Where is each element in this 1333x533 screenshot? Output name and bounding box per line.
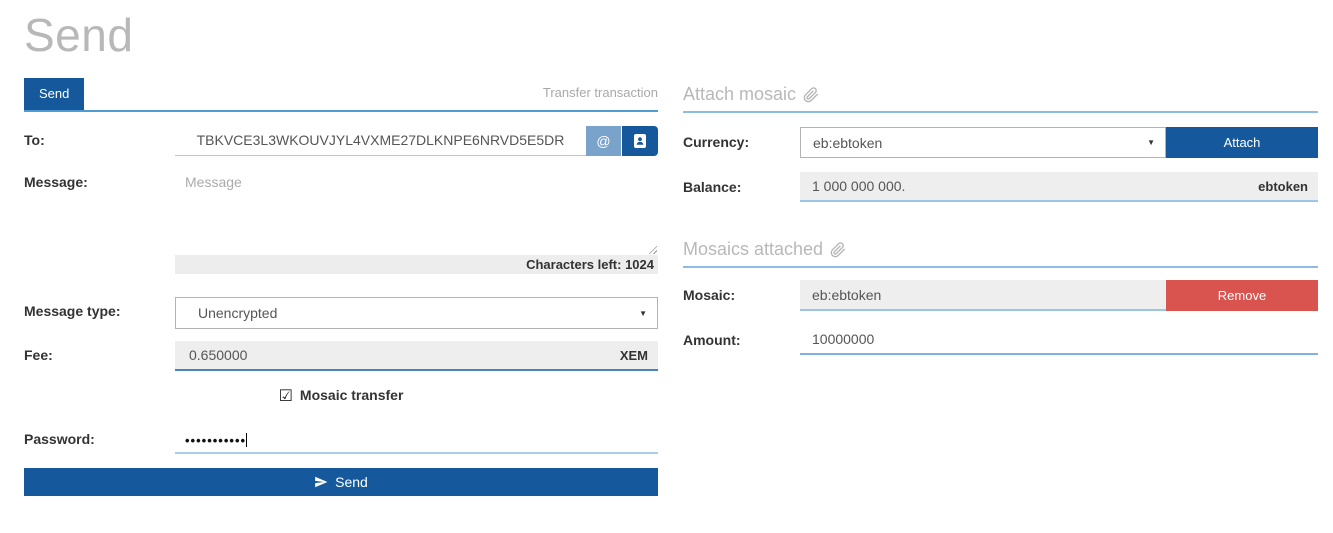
password-masked-value: ••••••••••• <box>185 432 247 448</box>
fee-unit: XEM <box>619 347 648 363</box>
amount-value: 10000000 <box>812 331 875 347</box>
send-button[interactable]: Send <box>24 468 658 496</box>
mosaic-value: eb:ebtoken <box>812 286 882 303</box>
alias-lookup-button[interactable]: @ <box>586 126 621 156</box>
message-type-label: Message type: <box>24 303 121 319</box>
amount-row: Amount: 10000000 <box>683 325 1318 355</box>
message-placeholder: Message <box>185 174 242 190</box>
message-textarea[interactable]: Message <box>175 168 658 255</box>
message-label: Message: <box>24 174 88 190</box>
characters-left-label: Characters left: <box>526 257 622 272</box>
mosaics-attached-heading: Mosaics attached <box>683 239 1318 268</box>
attach-mosaic-panel: Attach mosaic Currency: eb:ebtoken ▼ Att… <box>683 84 1318 355</box>
paperclip-icon <box>830 241 846 258</box>
password-row: Password: ••••••••••• <box>24 428 658 454</box>
characters-left-bar: Characters left: 1024 <box>175 255 658 274</box>
balance-display: 1 000 000 000. ebtoken <box>800 172 1318 202</box>
transfer-transaction-label: Transfer transaction <box>542 85 658 100</box>
fee-label: Fee: <box>24 347 53 363</box>
chevron-down-icon: ▼ <box>1147 138 1155 147</box>
tab-send[interactable]: Send <box>24 78 85 110</box>
send-form-panel: Send Send Transfer transaction To: TBKVC… <box>24 12 658 496</box>
mosaic-transfer-label: Mosaic transfer <box>299 387 404 403</box>
chevron-down-icon: ▼ <box>639 308 647 318</box>
to-row: To: TBKVCE3L3WKOUVJYL4VXME27DLKNPE6NRVD5… <box>24 126 658 156</box>
amount-input[interactable]: 10000000 <box>800 325 1318 355</box>
fee-input[interactable]: 0.650000 XEM <box>175 341 658 371</box>
password-label: Password: <box>24 431 95 447</box>
balance-value: 1 000 000 000. <box>812 178 906 194</box>
mosaic-transfer-row: ☑ Mosaic transfer <box>24 386 658 406</box>
balance-row: Balance: 1 000 000 000. ebtoken <box>683 172 1318 202</box>
amount-label: Amount: <box>683 332 741 348</box>
mosaic-display: eb:ebtoken <box>800 280 1166 311</box>
text-cursor <box>246 433 248 447</box>
address-book-button[interactable] <box>622 126 658 156</box>
to-label: To: <box>24 132 45 148</box>
paperclip-icon <box>803 86 819 103</box>
attach-button[interactable]: Attach <box>1166 127 1318 158</box>
balance-unit: ebtoken <box>1258 178 1308 194</box>
address-book-icon <box>632 133 648 149</box>
password-input[interactable]: ••••••••••• <box>175 428 658 454</box>
paper-plane-icon <box>314 475 328 489</box>
fee-row: Fee: 0.650000 XEM <box>24 341 658 371</box>
textarea-resize-handle[interactable] <box>647 244 657 254</box>
mosaic-row: Mosaic: eb:ebtoken Remove <box>683 280 1318 311</box>
remove-button-label: Remove <box>1217 288 1267 303</box>
at-icon: @ <box>596 133 611 149</box>
message-type-selected: Unencrypted <box>198 305 278 321</box>
mosaic-label: Mosaic: <box>683 287 736 303</box>
to-address-input[interactable]: TBKVCE3L3WKOUVJYL4VXME27DLKNPE6NRVD5E5DR <box>175 126 586 156</box>
attach-mosaic-heading-text: Attach mosaic <box>683 84 797 104</box>
tab-bar: Send Transfer transaction <box>24 78 658 112</box>
characters-left-value: 1024 <box>625 257 654 272</box>
message-row: Message: Message Characters left: 1024 <box>24 168 658 274</box>
balance-label: Balance: <box>683 179 742 195</box>
fee-value: 0.650000 <box>189 347 248 363</box>
currency-select[interactable]: eb:ebtoken ▼ <box>800 127 1166 158</box>
send-button-label: Send <box>335 474 368 490</box>
attach-mosaic-heading: Attach mosaic <box>683 84 1318 113</box>
message-type-row: Message type: Unencrypted ▼ <box>24 297 658 329</box>
currency-row: Currency: eb:ebtoken ▼ Attach <box>683 127 1318 158</box>
message-type-select[interactable]: Unencrypted ▼ <box>175 297 658 329</box>
currency-label: Currency: <box>683 134 750 150</box>
page-title: Send <box>24 9 134 61</box>
mosaics-attached-heading-text: Mosaics attached <box>683 239 824 259</box>
mosaic-transfer-checkbox[interactable]: ☑ <box>278 388 293 405</box>
remove-button[interactable]: Remove <box>1166 280 1318 311</box>
currency-selected: eb:ebtoken <box>813 134 883 151</box>
attach-button-label: Attach <box>1223 135 1261 150</box>
